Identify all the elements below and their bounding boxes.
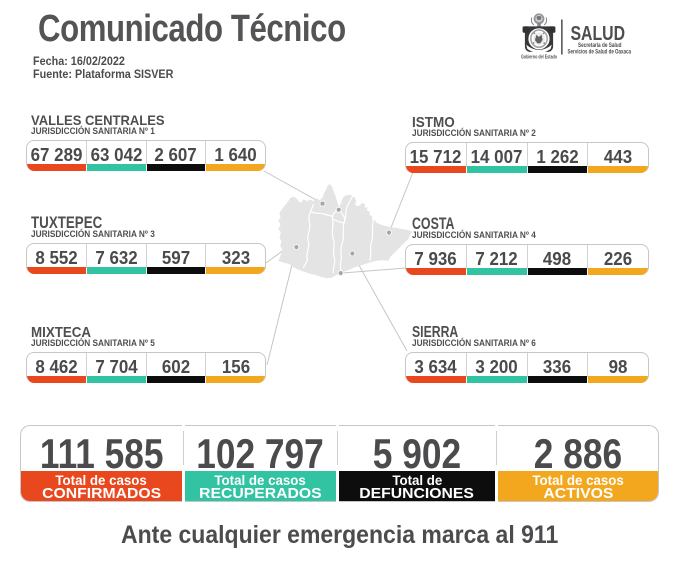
svg-text:SALUD: SALUD — [571, 22, 626, 45]
svg-text:Secretaría de Salud: Secretaría de Salud — [578, 42, 622, 49]
svg-text:Servicios de Salud de Oaxaca: Servicios de Salud de Oaxaca — [568, 48, 632, 55]
svg-text:Gobierno del Estado: Gobierno del Estado — [521, 55, 557, 61]
